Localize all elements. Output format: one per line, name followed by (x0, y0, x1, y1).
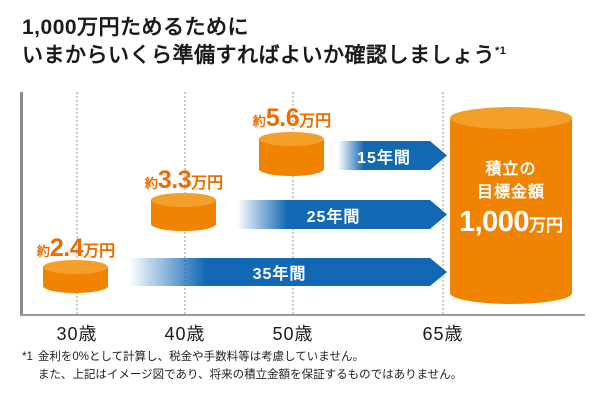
period-arrow-35years: 35年間 (129, 258, 447, 286)
title-line-1: 1,000万円ためるために (22, 16, 250, 39)
cylinder-body (450, 118, 572, 304)
value-label-age30: 約2.4万円 (36, 234, 116, 262)
gridline-65 (442, 92, 444, 314)
period-arrow-15years: 15年間 (338, 141, 447, 170)
x-axis-line (20, 314, 585, 316)
period-arrow-label: 25年間 (306, 208, 361, 226)
goal-amount: 1,000万円 (458, 206, 564, 239)
cylinder-top (450, 107, 572, 129)
x-axis-label-50: 50歳 (272, 324, 314, 344)
value-label-age50: 約5.6万円 (252, 104, 332, 132)
cylinder-goal (450, 107, 572, 304)
cylinder-top (151, 193, 216, 207)
cylinder-age30 (43, 260, 108, 293)
cylinder-top (259, 132, 324, 146)
footnote: *1 金利を0%として計算し、税金や手数料等は考慮していません。 また、上記はイ… (22, 349, 582, 385)
value-label-age40: 約3.3万円 (144, 166, 224, 194)
page-title: 1,000万円ためるために いまからいくら準備すればよいか確認しましょう*1 (22, 14, 582, 71)
x-axis-label-30: 30歳 (56, 324, 98, 344)
y-axis-line (20, 92, 23, 315)
footnote-text: 金利を0%として計算し、税金や手数料等は考慮していません。 また、上記はイメージ… (38, 349, 582, 385)
period-arrow-25years: 25年間 (237, 200, 447, 229)
cylinder-age50 (259, 132, 324, 176)
x-axis-label-40: 40歳 (164, 324, 206, 344)
period-arrow-label: 15年間 (357, 149, 411, 167)
gridline-30 (76, 92, 78, 314)
x-axis-label-65: 65歳 (422, 324, 464, 344)
goal-title-line-2: 目標金額 (476, 184, 545, 202)
title-line-2: いまからいくら準備すればよいか確認しましょう*1 (22, 44, 507, 68)
footnote-reference: *1 (495, 45, 507, 58)
footnote-marker: *1 (22, 351, 33, 363)
footnote-line-1: 金利を0%として計算し、税金や手数料等は考慮していません。 (37, 351, 364, 363)
cylinder-age40 (151, 193, 216, 231)
goal-label: 積立の 目標金額 1,000万円 (450, 158, 572, 242)
goal-title-line-1: 積立の (485, 161, 537, 178)
period-arrow-label: 35年間 (252, 266, 307, 283)
footnote-line-2: また、上記はイメージ図であり、将来の積立金額を保証するものではありません。 (37, 368, 463, 381)
cylinder-top (43, 260, 108, 274)
